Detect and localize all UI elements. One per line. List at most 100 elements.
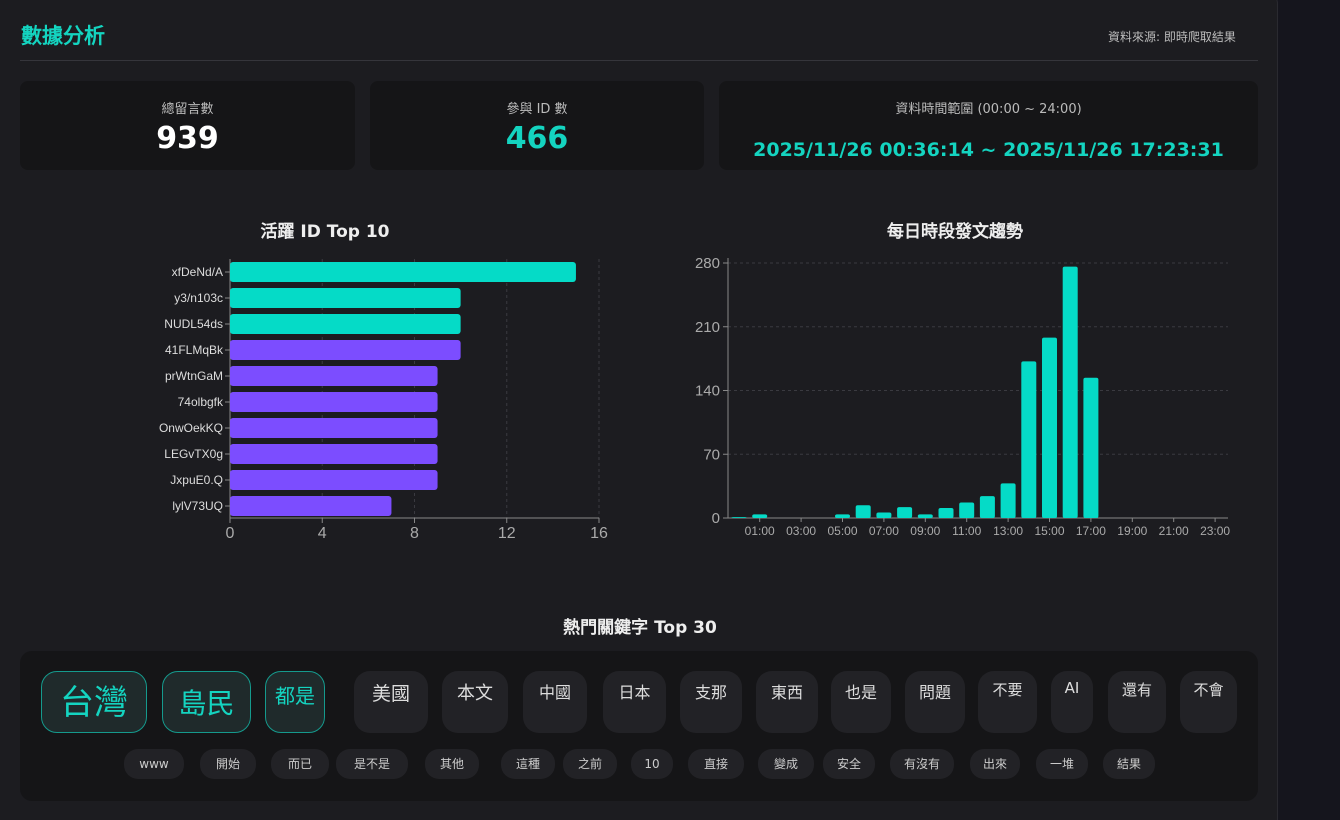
keyword-chip[interactable]: 直接 bbox=[688, 749, 744, 779]
y-tick-label: 280 bbox=[695, 255, 720, 272]
bar bbox=[731, 517, 747, 518]
x-tick-label: 07:00 bbox=[869, 524, 899, 538]
keyword-chip[interactable]: 開始 bbox=[200, 749, 256, 779]
keyword-chip[interactable]: 其他 bbox=[425, 749, 479, 779]
bar bbox=[917, 514, 933, 518]
data-source-label: 資料來源: 即時爬取結果 bbox=[1108, 30, 1236, 44]
y-tick-label: 74olbgfk bbox=[178, 395, 224, 409]
bar bbox=[979, 496, 995, 518]
keyword-chip[interactable]: 之前 bbox=[563, 749, 617, 779]
x-tick-label: 13:00 bbox=[993, 524, 1023, 538]
keywords-title: 熱門關鍵字 Top 30 bbox=[563, 618, 717, 638]
y-tick-label: lylV73UQ bbox=[172, 499, 223, 513]
x-tick-label: 01:00 bbox=[745, 524, 775, 538]
stat-value: 466 bbox=[505, 121, 569, 156]
charts-canvas: 0 4 8 12 16 xfDeNd/A y3/n103c NUDL54ds 41FLMqBk p… bbox=[159, 255, 1230, 542]
bar bbox=[1042, 337, 1057, 518]
keyword-chip[interactable]: 而已 bbox=[271, 749, 329, 779]
keyword-cloud: 台灣 島民 都是 美國 本文 中國 日本 支那 東西 也是 問題 不要 AI 還有 不會 www 開始 而已 是不是… bbox=[20, 651, 1258, 801]
keyword-chip[interactable]: 問題 bbox=[905, 671, 965, 733]
keyword-chip[interactable]: 不要 bbox=[978, 671, 1037, 733]
y-tick-label: NUDL54ds bbox=[164, 317, 223, 331]
keyword-chip[interactable]: 還有 bbox=[1108, 671, 1166, 733]
keyword-chip[interactable]: 美國 bbox=[354, 671, 428, 733]
y-tick-label: y3/n103c bbox=[174, 291, 223, 305]
keyword-chip[interactable]: www bbox=[124, 749, 184, 779]
keyword-chip[interactable]: 一堆 bbox=[1036, 749, 1088, 779]
x-tick-label: 23:00 bbox=[1200, 524, 1230, 538]
keyword-chip[interactable]: 東西 bbox=[756, 671, 818, 733]
x-tick-label: 8 bbox=[410, 525, 419, 542]
keyword-chip[interactable]: 支那 bbox=[680, 671, 742, 733]
stat-unique-ids: 參與 ID 數 466 bbox=[370, 81, 704, 170]
x-tick-label: 16 bbox=[590, 525, 608, 542]
keyword-chip[interactable]: 也是 bbox=[831, 671, 891, 733]
x-tick-label: 15:00 bbox=[1034, 524, 1064, 538]
stat-value: 939 bbox=[156, 121, 219, 156]
x-tick-label: 11:00 bbox=[952, 524, 981, 538]
y-tick-label: OnwOekKQ bbox=[159, 421, 223, 435]
bar bbox=[230, 418, 438, 438]
x-tick-label: 21:00 bbox=[1159, 524, 1189, 538]
stat-label: 總留言數 bbox=[161, 102, 214, 117]
keyword-chip[interactable]: 這種 bbox=[501, 749, 555, 779]
keyword-chip[interactable]: 出來 bbox=[970, 749, 1020, 779]
keyword-chip[interactable]: 變成 bbox=[758, 749, 814, 779]
stat-total-comments: 總留言數 939 bbox=[20, 81, 355, 170]
x-tick-label: 4 bbox=[318, 525, 327, 542]
bar bbox=[230, 496, 392, 516]
y-tick-label: 0 bbox=[712, 510, 720, 527]
y-tick-label: 140 bbox=[695, 383, 720, 400]
bar bbox=[230, 262, 576, 282]
stat-time-range: 資料時間範圍 (00:00 ~ 24:00) 2025/11/26 00:36:… bbox=[719, 81, 1258, 170]
bar bbox=[897, 507, 913, 518]
bar bbox=[1021, 361, 1037, 518]
stat-label: 參與 ID 數 bbox=[506, 102, 568, 117]
y-tick-label: 210 bbox=[695, 319, 720, 336]
bar bbox=[938, 507, 954, 518]
y-tick-label: JxpuE0.Q bbox=[170, 473, 223, 487]
keyword-chip[interactable]: 都是 bbox=[265, 671, 325, 733]
keyword-chip[interactable]: 不會 bbox=[1180, 671, 1237, 733]
bar bbox=[230, 392, 438, 412]
chart-title-top-ids: 活躍 ID Top 10 bbox=[260, 222, 390, 242]
keyword-chip[interactable]: 10 bbox=[631, 749, 673, 779]
chart-title-hourly: 每日時段發文趨勢 bbox=[887, 222, 1023, 242]
bar bbox=[230, 366, 438, 386]
bar bbox=[1083, 377, 1099, 518]
keyword-chip[interactable]: AI bbox=[1051, 671, 1093, 733]
y-tick-label: 70 bbox=[703, 446, 720, 463]
x-tick-label: 05:00 bbox=[827, 524, 857, 538]
stat-label: 資料時間範圍 (00:00 ~ 24:00) bbox=[895, 102, 1082, 117]
x-tick-label: 19:00 bbox=[1117, 524, 1147, 538]
keyword-chip[interactable]: 台灣 bbox=[41, 671, 147, 733]
keyword-chip[interactable]: 是不是 bbox=[336, 749, 408, 779]
bar bbox=[835, 514, 850, 518]
bar bbox=[230, 444, 438, 464]
x-tick-label: 12 bbox=[498, 525, 516, 542]
x-tick-label: 03:00 bbox=[786, 524, 816, 538]
divider bbox=[20, 60, 1258, 61]
page-title: 數據分析 bbox=[21, 24, 105, 48]
x-tick-label: 17:00 bbox=[1076, 524, 1106, 538]
bar bbox=[752, 514, 768, 518]
bar bbox=[230, 340, 461, 360]
bar bbox=[230, 314, 461, 334]
bar bbox=[230, 288, 461, 308]
keyword-chip[interactable]: 日本 bbox=[603, 671, 666, 733]
bar bbox=[230, 470, 438, 490]
y-tick-label: 41FLMqBk bbox=[165, 343, 224, 357]
bar bbox=[1062, 266, 1078, 518]
bar bbox=[855, 505, 871, 518]
x-tick-label: 09:00 bbox=[910, 524, 940, 538]
keyword-chip[interactable]: 中國 bbox=[523, 671, 587, 733]
keyword-chip[interactable]: 本文 bbox=[442, 671, 508, 733]
y-tick-label: prWtnGaM bbox=[165, 369, 223, 383]
keyword-chip[interactable]: 有沒有 bbox=[890, 749, 954, 779]
keyword-chip[interactable]: 安全 bbox=[823, 749, 875, 779]
keyword-chip[interactable]: 島民 bbox=[162, 671, 251, 733]
bar bbox=[959, 502, 975, 518]
y-tick-label: xfDeNd/A bbox=[172, 265, 223, 279]
stat-value: 2025/11/26 00:36:14 ~ 2025/11/26 17:23:3… bbox=[753, 139, 1224, 161]
keyword-chip[interactable]: 結果 bbox=[1103, 749, 1155, 779]
